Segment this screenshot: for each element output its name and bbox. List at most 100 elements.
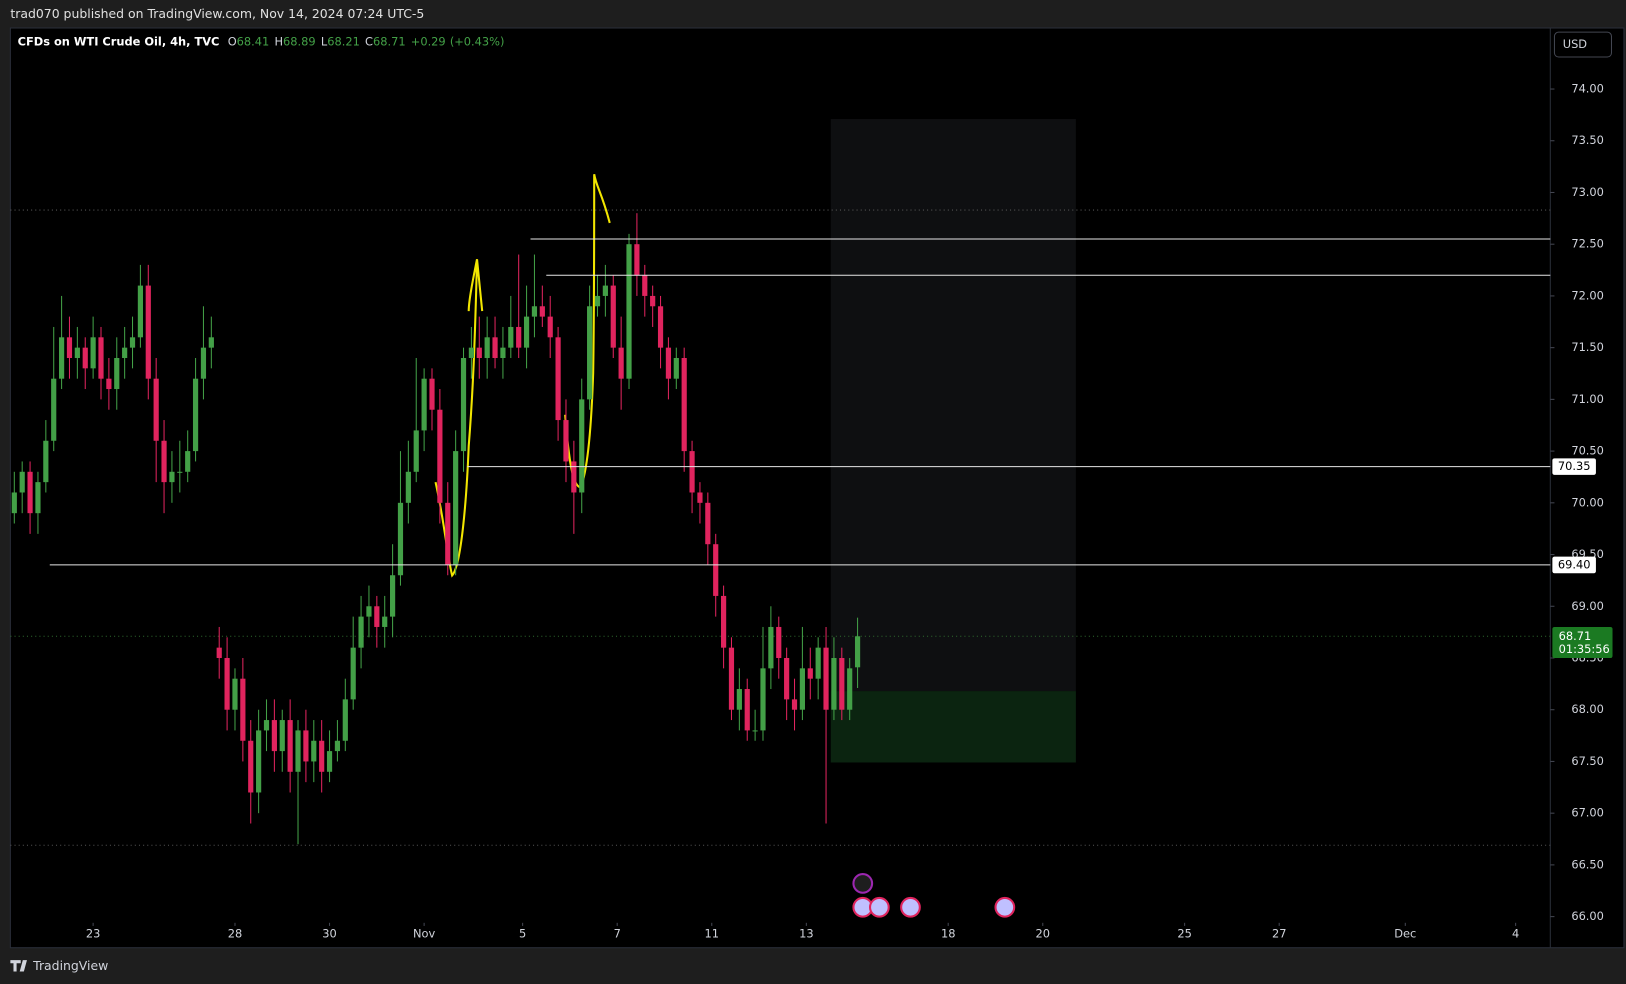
- candle-body: [350, 647, 356, 700]
- candle-body: [295, 730, 301, 772]
- candle-body: [256, 730, 262, 793]
- candle-body: [122, 347, 128, 358]
- candle-body: [697, 492, 703, 503]
- candle-body: [137, 285, 143, 338]
- x-tick-label: 27: [1272, 927, 1287, 941]
- candle-body: [831, 657, 837, 710]
- ohlc-label: H: [274, 34, 283, 48]
- candle-body: [192, 378, 199, 452]
- ohlc-label: C: [365, 34, 373, 48]
- candle-body: [421, 378, 427, 431]
- x-tick-label: 30: [322, 927, 337, 941]
- legend: CFDs on WTI Crude Oil, 4h, TVC O68.41 H68.…: [18, 34, 505, 48]
- candle-body: [657, 306, 664, 348]
- candle-body: [287, 720, 293, 772]
- candle-body: [618, 347, 624, 379]
- price-label-box: [1552, 556, 1596, 574]
- candle-body: [437, 409, 443, 503]
- candle-body: [319, 740, 325, 772]
- candle-body: [35, 482, 41, 514]
- candle-body: [492, 337, 498, 358]
- candle-body: [547, 316, 553, 338]
- candle-body: [224, 657, 230, 710]
- ohlc-label: L: [321, 34, 328, 48]
- candle-body: [177, 471, 183, 473]
- candle-body: [508, 326, 514, 348]
- candle-body: [681, 357, 687, 452]
- candle-body: [847, 668, 853, 710]
- y-tick-label: 72.00: [1571, 288, 1604, 302]
- x-tick-label: 20: [1036, 927, 1051, 941]
- x-tick-label: 18: [941, 927, 956, 941]
- candle-body: [232, 678, 238, 710]
- countdown: 01:35:56: [1559, 642, 1610, 656]
- event-icon[interactable]: [994, 896, 1016, 918]
- y-tick-label: 68.00: [1571, 702, 1604, 716]
- y-tick-label: 71.50: [1571, 340, 1604, 354]
- x-tick-label: 28: [228, 927, 243, 941]
- x-tick-label: 23: [86, 927, 101, 941]
- candle-body: [579, 399, 585, 493]
- event-icon[interactable]: [852, 873, 874, 894]
- candle-body: [405, 471, 411, 503]
- candle-body: [634, 244, 640, 276]
- candle-body: [768, 626, 774, 669]
- candle-body: [854, 636, 861, 668]
- candle-body: [705, 502, 711, 545]
- price-label: 70.35: [1558, 459, 1591, 473]
- x-tick-label: 11: [705, 927, 720, 941]
- event-icon[interactable]: [900, 896, 921, 918]
- candle-body: [263, 720, 270, 731]
- event-icon[interactable]: [868, 896, 890, 918]
- x-tick-label: 13: [799, 927, 814, 941]
- y-tick-label: 71.00: [1571, 392, 1604, 406]
- candle-body: [516, 326, 522, 348]
- legend-text: CFDs on WTI Crude Oil, 4h, TVC O68.41 H68.…: [18, 34, 505, 48]
- ohlc-label: O: [228, 34, 237, 48]
- x-tick-label: Dec: [1394, 927, 1416, 941]
- position-risk: [830, 119, 1076, 692]
- candle-body: [571, 461, 577, 493]
- position-target: [830, 691, 1076, 763]
- candle-body: [760, 668, 766, 731]
- y-tick-label: 73.50: [1571, 133, 1604, 147]
- candle-body: [642, 275, 648, 296]
- x-tick-label: 5: [519, 927, 526, 941]
- candle-body: [791, 699, 798, 710]
- candle-body: [665, 347, 672, 379]
- candle-body: [823, 647, 829, 710]
- currency-button[interactable]: [1553, 31, 1613, 58]
- candle-body: [185, 451, 191, 472]
- candle-body: [90, 337, 96, 369]
- candle-body: [594, 295, 601, 307]
- y-tick-label: 66.50: [1571, 857, 1604, 871]
- candle-body: [500, 347, 506, 358]
- ohlc-value: 68.71: [373, 34, 406, 48]
- candle-body: [334, 740, 341, 752]
- candle-body: [216, 647, 222, 658]
- price-label-box: [1552, 458, 1596, 475]
- ohlc-value: 68.89: [283, 34, 316, 48]
- candle-body: [453, 451, 459, 565]
- candle-body: [169, 471, 175, 483]
- candle-body: [445, 502, 451, 565]
- candle-body: [374, 606, 380, 627]
- candle-body: [744, 689, 750, 731]
- candle-body: [728, 647, 735, 710]
- candle-body: [271, 720, 277, 752]
- last-price-box: [1552, 626, 1613, 659]
- candle-body: [82, 347, 88, 369]
- candle-body: [602, 285, 608, 296]
- candle-body: [161, 440, 167, 483]
- candle-body: [11, 492, 17, 514]
- currency[interactable]: USD: [1563, 37, 1588, 51]
- candle-body: [43, 440, 49, 483]
- candle-body: [539, 306, 545, 317]
- y-tick-label: 66.00: [1571, 909, 1604, 923]
- candle-body: [531, 306, 538, 317]
- candle-body: [799, 668, 805, 710]
- candle-body: [523, 316, 530, 348]
- candle-body: [626, 244, 632, 379]
- last-price: 68.71: [1559, 629, 1592, 643]
